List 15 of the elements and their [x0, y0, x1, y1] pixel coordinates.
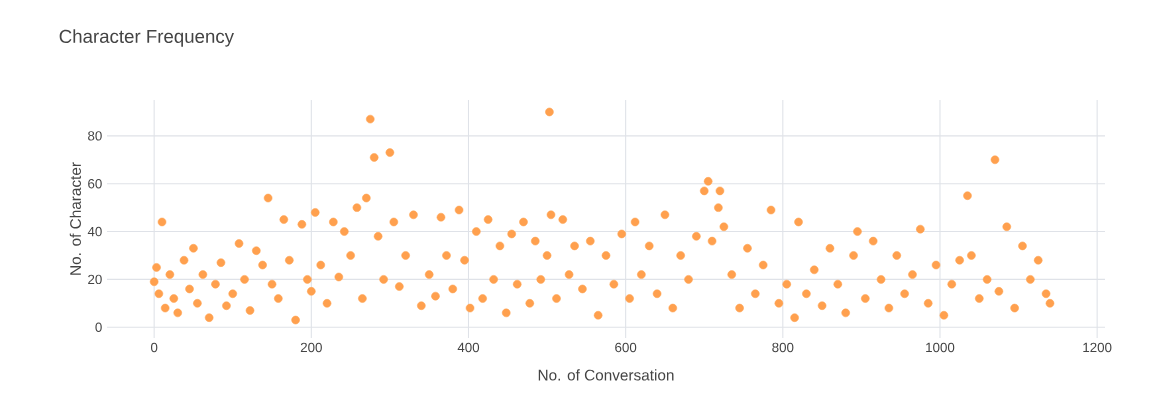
- y-tick-label: 0: [95, 322, 102, 332]
- x-tick-label: 1200: [1083, 342, 1112, 353]
- x-tick-label: 0: [150, 342, 158, 353]
- chart-title: Character Frequency: [59, 29, 234, 47]
- y-tick-label: 40: [87, 226, 102, 237]
- x-axis-title: No. of Conversation: [538, 369, 674, 381]
- y-tick-label: 80: [88, 131, 102, 141]
- x-tick-label: 400: [457, 342, 480, 353]
- x-tick-label: 600: [615, 342, 637, 353]
- x-tick-label: 200: [300, 342, 322, 353]
- y-axis-title: No. of Character: [69, 162, 81, 275]
- x-tick-label: 1000: [926, 342, 955, 353]
- y-tick-label: 60: [88, 178, 102, 189]
- x-tick-label: 800: [772, 342, 794, 353]
- y-tick-label: 20: [88, 274, 102, 285]
